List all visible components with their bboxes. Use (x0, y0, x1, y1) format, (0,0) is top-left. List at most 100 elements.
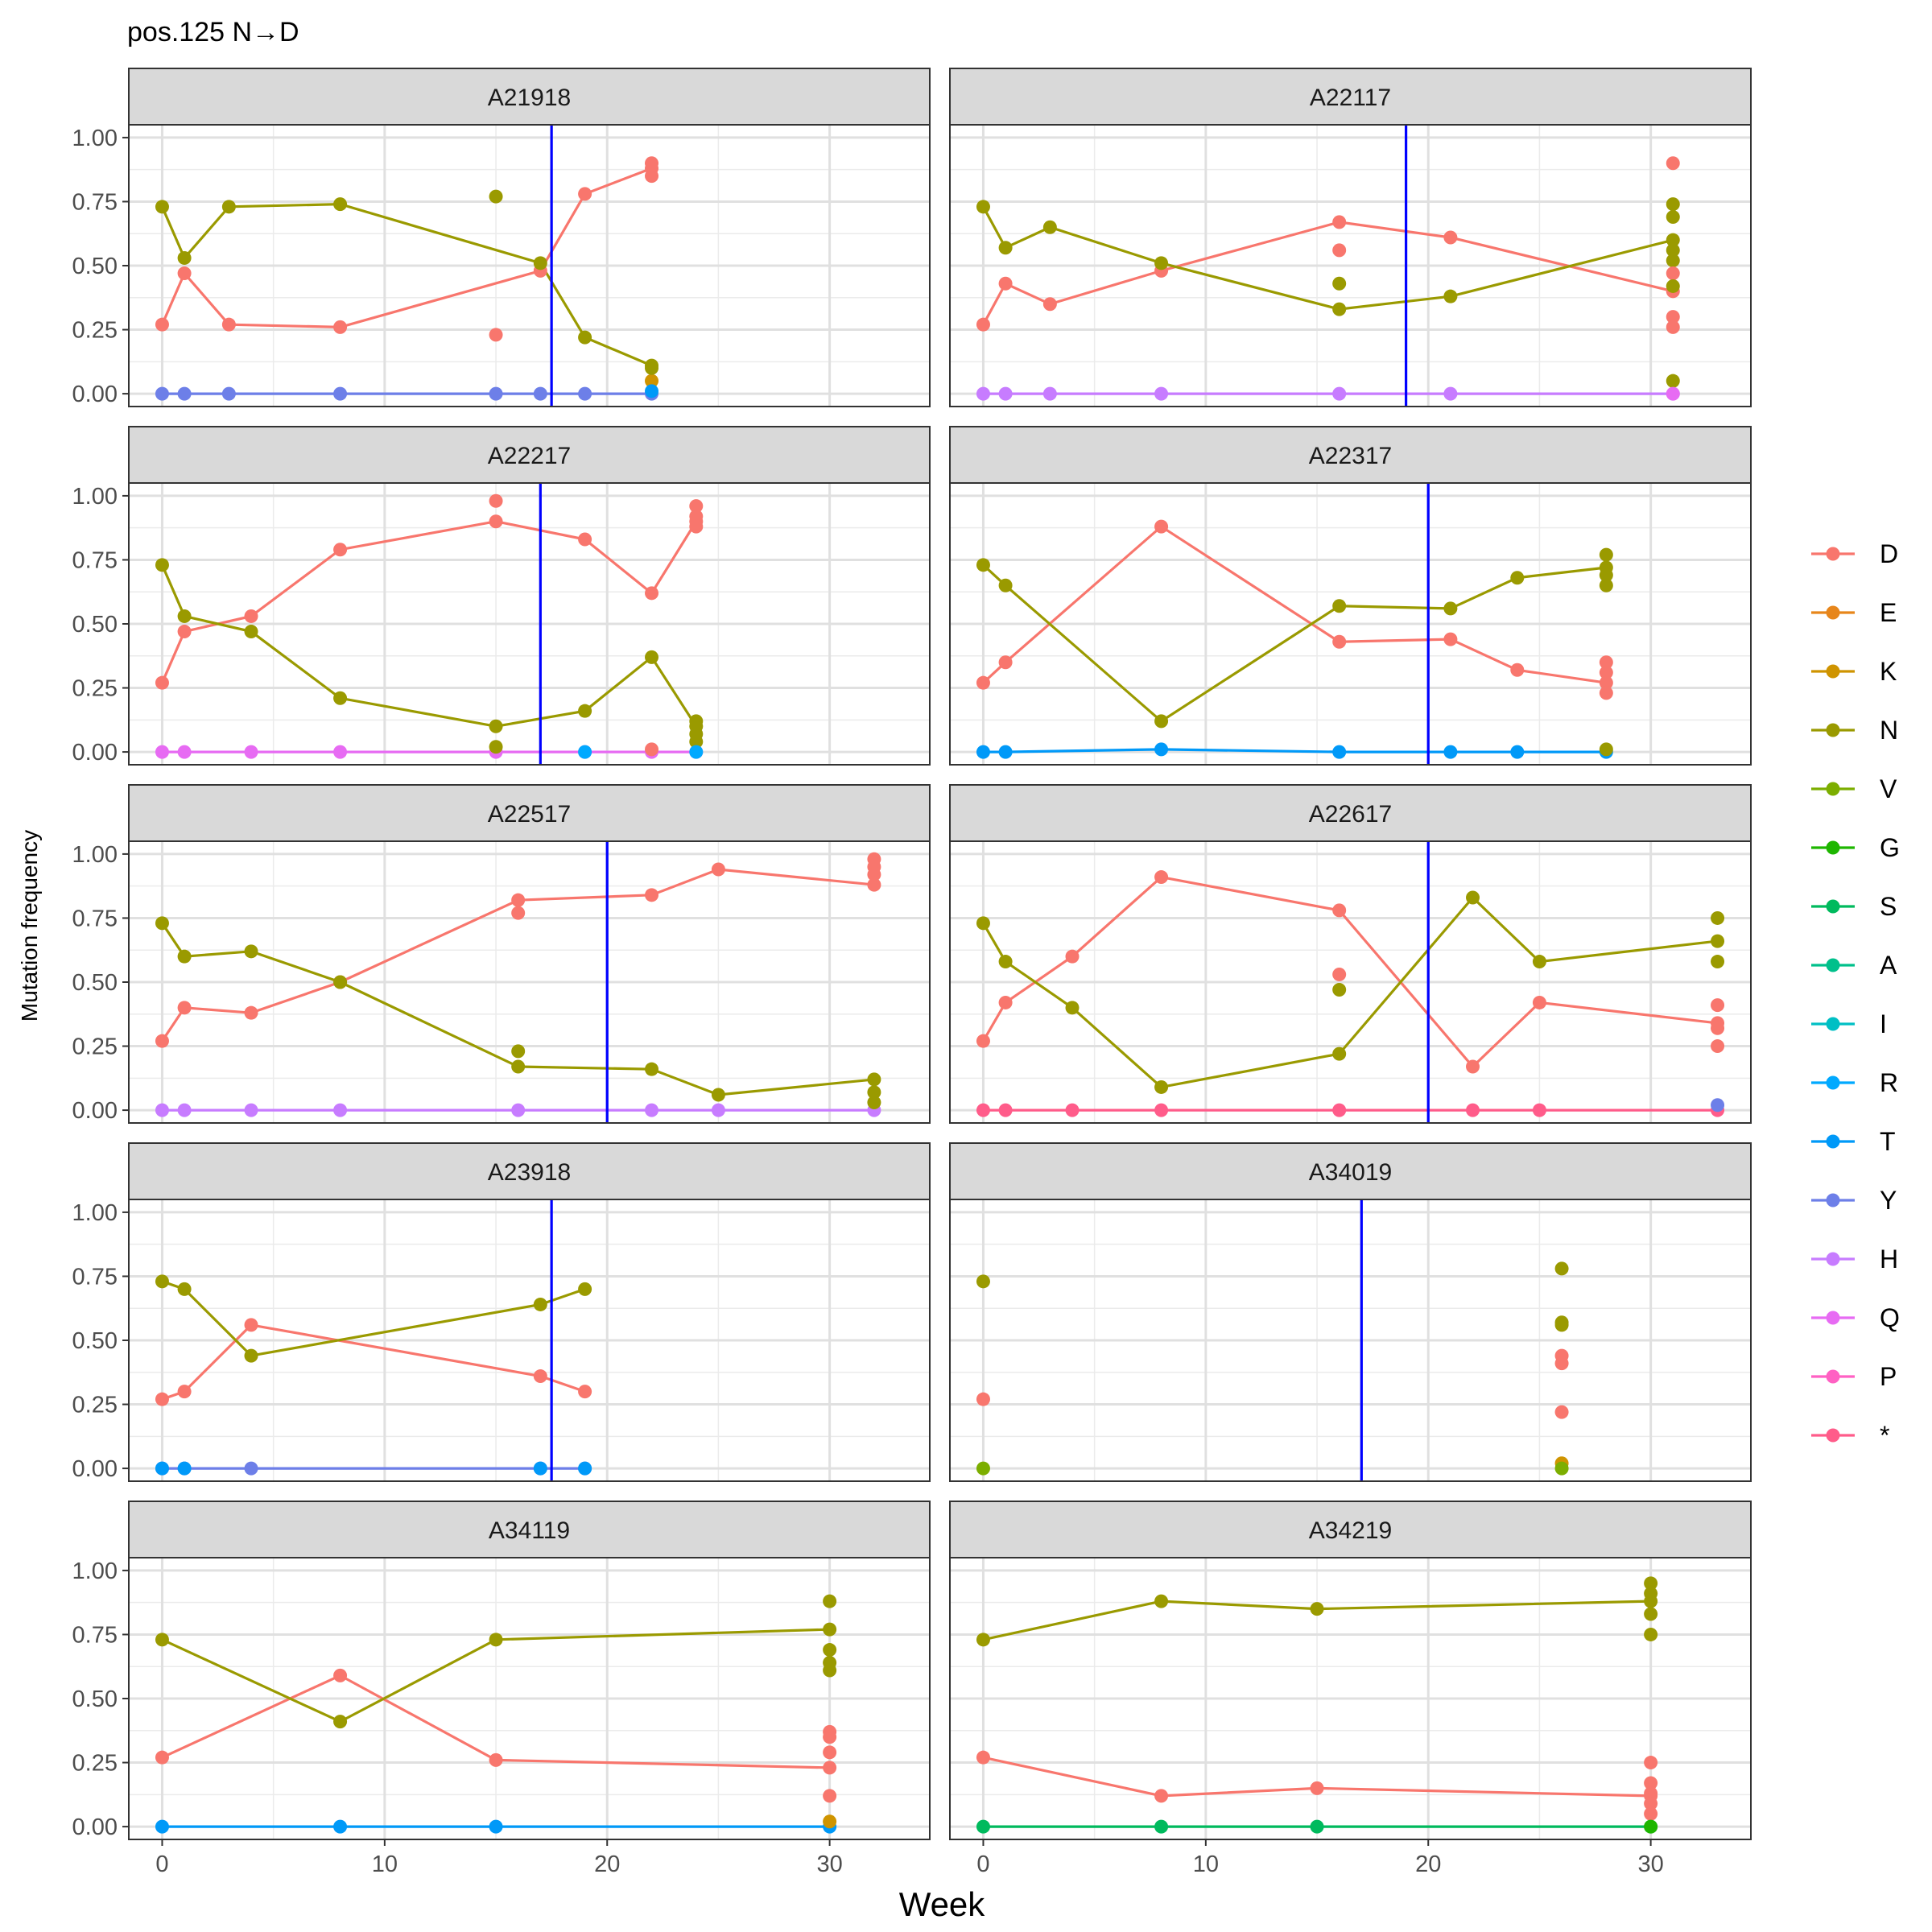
y-tick-label: 1.00 (72, 1200, 118, 1226)
data-point-N (1644, 1607, 1658, 1621)
data-point-N (1711, 955, 1725, 969)
data-point-D (221, 317, 236, 332)
series-line-D (982, 875, 1718, 1069)
data-point-T (155, 1461, 169, 1476)
legend-label: S (1880, 892, 1897, 921)
data-point-D (645, 586, 659, 601)
legend-label: D (1880, 539, 1898, 568)
strip-label: A22317 (1309, 443, 1392, 469)
legend-item-Q: Q (1811, 1303, 1900, 1332)
data-point-N (533, 256, 547, 270)
data-point-D (1332, 215, 1347, 229)
data-point-N (998, 578, 1013, 592)
panel-A22517: A22517 0.00 0.25 0.50 0.75 1.00 (72, 784, 931, 1124)
data-point-N (998, 955, 1013, 969)
legend-key-point (1826, 1075, 1840, 1090)
legend-label: G (1880, 833, 1900, 862)
data-point-D (1154, 519, 1169, 534)
data-point-D (1443, 230, 1458, 245)
strip-label: A23918 (488, 1159, 571, 1186)
legend-item-V: V (1811, 774, 1897, 803)
data-point-D (1666, 266, 1680, 281)
legend-label: T (1880, 1127, 1896, 1156)
data-point-D (645, 888, 659, 902)
series-line-D (161, 1674, 830, 1769)
data-point-D (489, 514, 503, 529)
data-point-N (1711, 934, 1725, 948)
legend-key-point (1826, 1428, 1840, 1443)
data-point-D (1644, 1806, 1658, 1821)
data-point-D (1554, 1405, 1569, 1419)
series-line-N (161, 1628, 830, 1724)
data-point-Y (221, 386, 236, 401)
data-point-N (511, 1059, 526, 1074)
data-point-N (645, 1062, 659, 1076)
legend-label: H (1880, 1245, 1898, 1274)
legend-key-point (1826, 723, 1840, 737)
y-tick-label: 1.00 (72, 842, 118, 868)
data-point-D (1554, 1356, 1569, 1371)
panel-A21918: A21918 0.00 0.25 0.50 0.75 1.00 (72, 68, 931, 407)
data-point-D (1644, 1796, 1658, 1810)
strip-label: A21918 (488, 85, 571, 111)
data-point-D (867, 877, 881, 892)
data-point-N (1065, 1001, 1080, 1015)
data-point-N (645, 650, 659, 664)
data-point-D (998, 655, 1013, 670)
data-point-N (333, 1715, 348, 1729)
data-point-N (177, 1282, 192, 1296)
series-line-D (161, 868, 875, 1042)
strip-background (128, 68, 931, 126)
data-point-D (1332, 634, 1347, 649)
legend-key-point (1826, 899, 1840, 914)
data-point-N (867, 1072, 881, 1087)
data-point-* (976, 1103, 990, 1117)
data-point-H (333, 1103, 348, 1117)
data-point-D (645, 156, 659, 171)
legend-key-point (1826, 1193, 1840, 1208)
data-point-N (976, 916, 990, 931)
legend-key-point (1826, 1252, 1840, 1266)
x-tick-label: 30 (816, 1852, 842, 1877)
data-point-* (1466, 1103, 1480, 1117)
legend-label: K (1880, 657, 1897, 686)
data-point-N (244, 1348, 258, 1363)
data-point-T (333, 1819, 348, 1834)
data-point-D (689, 519, 704, 534)
data-point-N (1154, 1594, 1169, 1608)
data-point-N (578, 330, 592, 345)
data-point-N (1332, 599, 1347, 613)
data-point-T (645, 384, 659, 398)
data-point-D (1332, 903, 1347, 918)
data-point-D (689, 499, 704, 514)
y-tick-label: 0.25 (72, 318, 118, 344)
data-point-D (244, 609, 258, 623)
data-point-N (1332, 302, 1347, 316)
data-point-N (333, 975, 348, 989)
data-point-N (1154, 256, 1169, 270)
data-point-D (177, 1385, 192, 1399)
data-point-T (533, 1461, 547, 1476)
legend-label: I (1880, 1009, 1887, 1038)
data-point-D (823, 1730, 837, 1744)
data-point-D (1332, 967, 1347, 981)
data-point-N (1532, 955, 1546, 969)
legend-label: A (1880, 951, 1897, 980)
data-point-D (976, 675, 990, 690)
data-point-D (1711, 1021, 1725, 1035)
data-point-N (1711, 910, 1725, 925)
data-point-D (823, 1789, 837, 1803)
data-point-N (489, 189, 503, 204)
data-point-Q (177, 745, 192, 759)
data-point-N (1666, 374, 1680, 388)
y-tick-label: 0.75 (72, 547, 118, 573)
strip-background (949, 1501, 1752, 1558)
legend-item-H: H (1811, 1245, 1898, 1274)
x-tick-label: 20 (1415, 1852, 1441, 1877)
data-point-* (1532, 1103, 1546, 1117)
data-point-N (1666, 233, 1680, 247)
data-point-N (489, 719, 503, 733)
legend-key-point (1826, 782, 1840, 796)
legend-item-I: I (1811, 1009, 1887, 1038)
panel-border (949, 124, 1752, 407)
